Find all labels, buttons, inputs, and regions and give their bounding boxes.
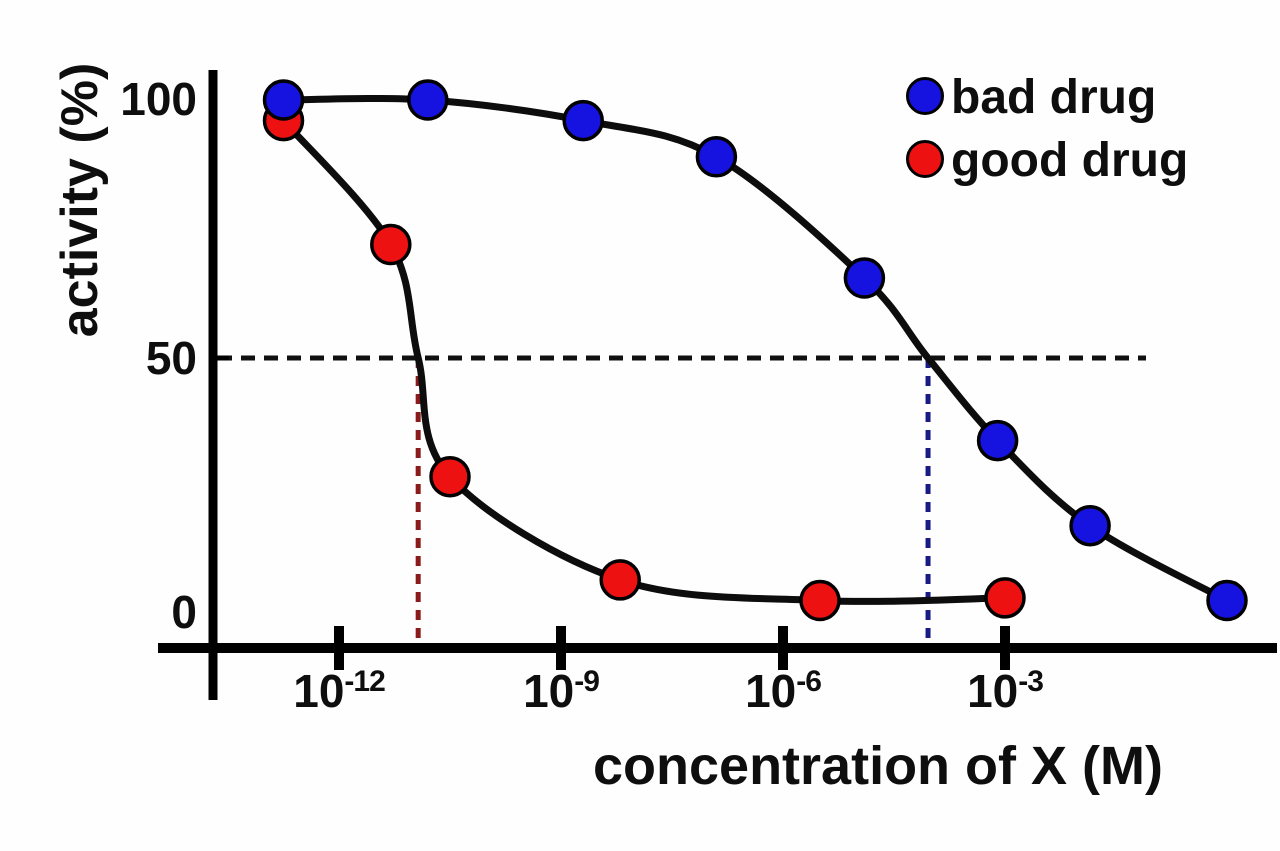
legend-label-good-drug: good drug [951,134,1189,187]
x-tick-exponent: -9 [574,665,600,698]
x-axis-title: concentration of X (M) [593,736,1163,796]
bad-drug-marker [695,136,738,178]
x-tick-label-1e-9: 10-9 [523,665,600,717]
x-tick-label-1e-6: 10-6 [745,665,822,717]
good-drug-marker [799,579,841,622]
good-drug-marker [984,577,1026,619]
bad-drug-marker [1069,504,1111,547]
x-tick-exponent: -12 [344,665,385,698]
legend-swatch-bad-drug [906,77,944,115]
y-tick-label-0: 0 [171,586,197,638]
x-tick-label-1e-3: 10-3 [967,665,1044,717]
good-drug-curve [280,117,1009,605]
x-tick-exponent: -6 [796,665,822,698]
x-tick-base: 10 [523,665,575,717]
good-drug-marker [429,455,471,498]
bad-drug-marker [407,79,449,121]
bad-drug-marker [843,257,886,299]
x-tick-base: 10 [967,665,1019,717]
legend-label-bad-drug: bad drug [951,71,1157,124]
x-tick-exponent: -3 [1018,665,1044,698]
good-drug-marker [370,223,412,266]
y-tick-label-100: 100 [120,73,197,125]
y-tick-label-50: 50 [145,332,197,384]
y-axis-title: activity (%) [51,62,109,338]
legend-swatch-good-drug [906,140,944,178]
bad-drug-marker [1206,579,1248,622]
x-tick-base: 10 [745,665,797,717]
bad-drug-marker [262,79,305,121]
good-drug-marker [599,559,641,601]
bad-drug-marker [562,99,604,142]
bad-drug-marker [976,419,1019,462]
x-tick-base: 10 [293,665,345,717]
x-tick-label-1e-12: 10-12 [293,665,386,717]
